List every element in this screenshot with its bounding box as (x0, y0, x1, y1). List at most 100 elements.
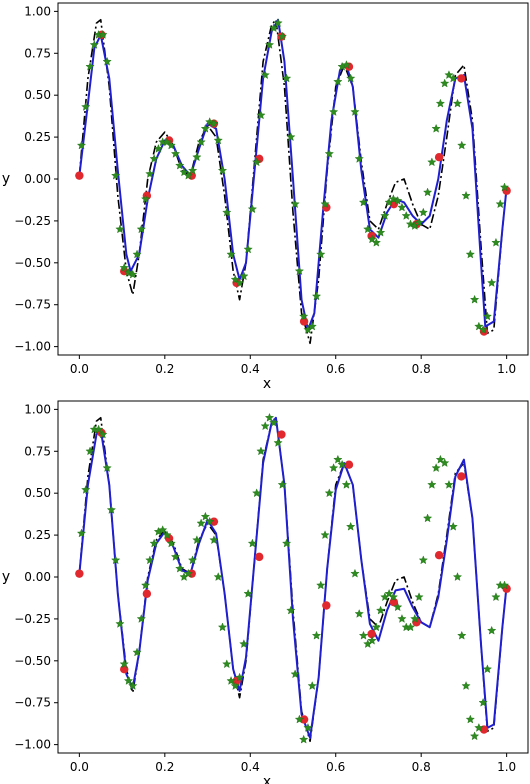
y-tick-label: −1.00 (14, 738, 51, 752)
y-tick-label: −0.50 (14, 256, 51, 270)
x-tick-label: 0.8 (412, 760, 431, 774)
y-tick-label: 0.00 (24, 570, 51, 584)
y-tick-label: −0.50 (14, 654, 51, 668)
series-star-point (222, 207, 232, 217)
series-star-point (440, 78, 450, 88)
subplot-bottom: 0.0 0.2 0.4 0.6 0.8 1.0 −1.00 −0.75 −0.50 −0.25 0.… (2, 400, 529, 784)
series-star-point (328, 107, 339, 116)
series-star-point (132, 249, 142, 259)
series-star-point (187, 165, 198, 175)
series-star-point (281, 73, 292, 83)
series-star-point (487, 278, 497, 287)
y-axis-label: y (2, 171, 10, 187)
series-star-point (333, 76, 343, 86)
series-star-point (256, 110, 266, 120)
series-star-point (341, 60, 352, 69)
x-tick-label: 1.0 (497, 760, 516, 774)
series-circle-point (277, 430, 286, 439)
series-star-point (474, 723, 484, 732)
series-circle-point (434, 551, 444, 560)
series-star-point (115, 619, 125, 628)
series-star-point (187, 555, 198, 565)
series-star-point (422, 513, 433, 523)
series-star-point (487, 625, 497, 635)
series-star-point (115, 224, 125, 234)
series-star-point (119, 659, 129, 669)
series-star-point (217, 165, 228, 175)
series-star-point (119, 263, 129, 272)
series-circle-point (75, 569, 84, 578)
series-star-point (350, 568, 360, 578)
series-star-point (260, 421, 270, 431)
series-star-point (371, 622, 381, 632)
y-tick-label: 0.25 (24, 528, 51, 542)
series-star-point (93, 424, 104, 434)
y-tick-label: −0.25 (14, 214, 51, 228)
series-star-point (401, 211, 411, 220)
series-star-point (465, 249, 475, 259)
series-star-point (431, 463, 441, 472)
series-star-point (324, 488, 334, 498)
series-star-point (299, 734, 309, 744)
series-star-point (448, 521, 458, 531)
series-star-point (316, 249, 326, 259)
series-star-point (311, 630, 322, 640)
series-star-point (111, 170, 121, 180)
series-star-point (457, 140, 467, 150)
series-star-point (145, 555, 155, 565)
series-star-point (341, 479, 352, 489)
series-star-point (307, 321, 317, 331)
series-star-point (264, 40, 275, 49)
series-star-point (153, 143, 164, 153)
series-star-point (431, 123, 441, 133)
series-star-point (81, 102, 91, 111)
x-tick-label: 0.2 (155, 760, 174, 774)
series-star-point (149, 154, 159, 163)
series-circle-point (75, 171, 84, 180)
series-star-point (358, 197, 369, 207)
series-star-point (76, 528, 87, 538)
series-star-point (85, 446, 95, 456)
series-star-point (478, 697, 488, 707)
series-star-point (140, 580, 151, 590)
series-circle-point (344, 460, 354, 469)
series-star-point (324, 149, 334, 158)
series-star-point (363, 224, 373, 234)
series-star-point (337, 459, 347, 469)
series-star-point (89, 40, 99, 49)
series-star-point (333, 454, 343, 464)
series-star-point (222, 659, 232, 669)
series-star-point (200, 123, 211, 133)
y-tick-label: 0.25 (24, 130, 51, 144)
series-star-point (247, 538, 258, 548)
series-star-point (226, 249, 236, 259)
series-star-point (393, 195, 403, 205)
series-star-point (158, 525, 168, 534)
series-star-point (106, 505, 117, 514)
series-star-point (234, 278, 245, 287)
x-tick-label: 0.6 (326, 362, 345, 376)
x-axis-label: x (263, 376, 271, 392)
series-circle-point (299, 715, 309, 724)
series-star-point (196, 137, 206, 147)
series-star-point (461, 681, 471, 690)
series-star-point (303, 723, 313, 732)
series-star-point (367, 635, 377, 645)
series-star-point (239, 271, 249, 281)
series-star-point (128, 681, 138, 690)
data-layer (75, 18, 511, 345)
series-star-point (388, 592, 399, 602)
series-star-point (294, 266, 305, 276)
series-star-point (175, 563, 185, 573)
series-star-point (452, 98, 463, 108)
series-star-point (414, 217, 424, 227)
series-star-point (299, 311, 309, 321)
x-tick-label: 0.4 (241, 362, 260, 376)
series-star-point (123, 676, 134, 685)
series-star-point (234, 672, 245, 682)
series-star-point (286, 132, 296, 142)
series-star-point (328, 463, 339, 472)
series-star-point (397, 614, 407, 623)
x-axis-label: x (263, 774, 271, 784)
